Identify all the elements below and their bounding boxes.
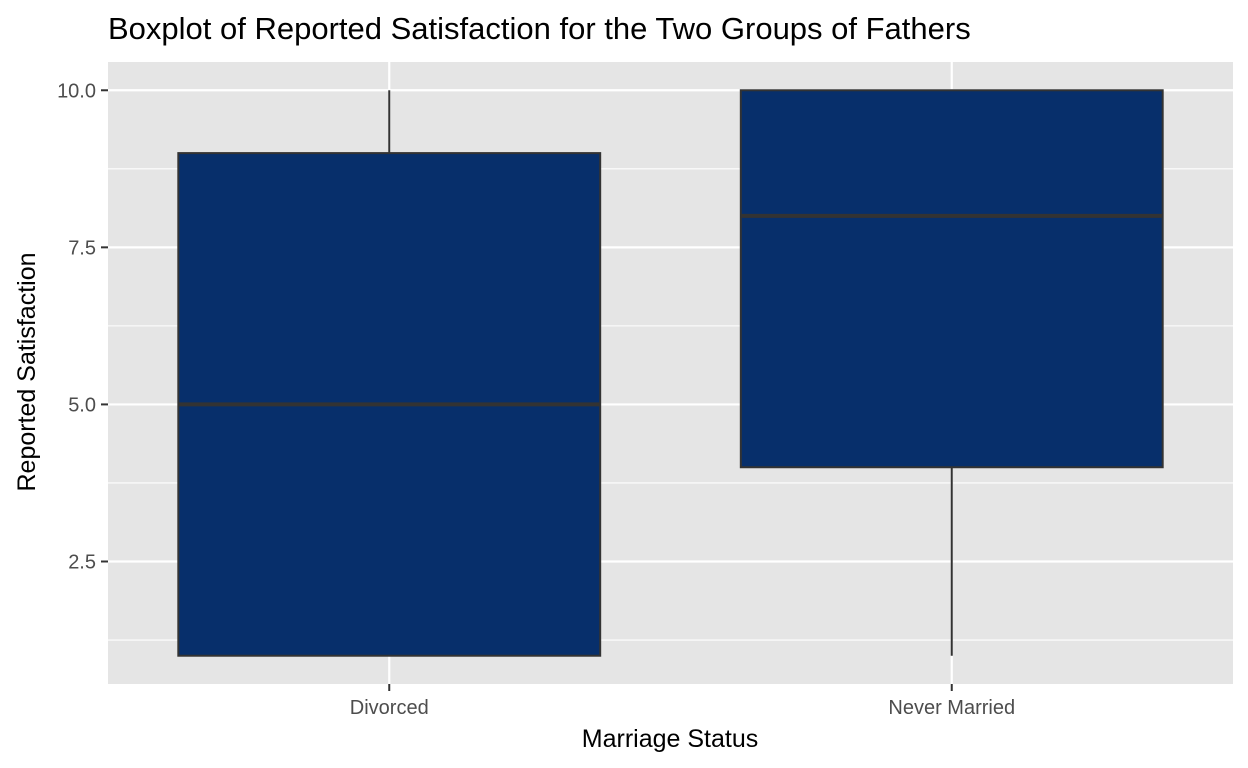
y-axis-title: Reported Satisfaction xyxy=(13,252,41,491)
y-tick-label: 7.5 xyxy=(68,237,96,259)
y-axis: 2.5 5.0 7.5 10.0 xyxy=(57,80,108,573)
x-axis-title: Marriage Status xyxy=(582,725,758,753)
y-tick-label: 5.0 xyxy=(68,394,96,416)
chart-title: Boxplot of Reported Satisfaction for the… xyxy=(108,11,971,46)
x-axis: Divorced Never Married xyxy=(350,684,1015,719)
box-iqr xyxy=(739,89,1164,469)
x-tick-label: Never Married xyxy=(888,697,1015,719)
boxes-layer xyxy=(177,89,1164,657)
y-tick-label: 10.0 xyxy=(57,80,96,102)
y-tick-label: 2.5 xyxy=(68,551,96,573)
x-tick-label: Divorced xyxy=(350,697,429,719)
